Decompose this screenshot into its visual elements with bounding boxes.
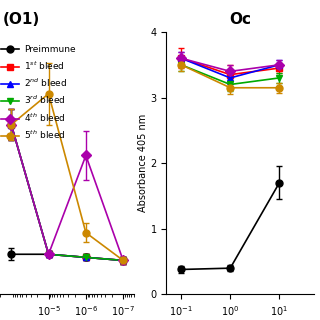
Text: (O1): (O1)	[3, 12, 40, 27]
Y-axis label: Absorbance 405 nm: Absorbance 405 nm	[138, 114, 148, 212]
X-axis label: n: n	[64, 319, 71, 320]
Text: Oc: Oc	[229, 12, 251, 27]
Legend: Preimmune, $1^{st}$ bleed, $2^{nd}$ bleed, $3^{rd}$ bleed, $4^{th}$ bleed, $5^{t: Preimmune, $1^{st}$ bleed, $2^{nd}$ blee…	[0, 42, 79, 145]
